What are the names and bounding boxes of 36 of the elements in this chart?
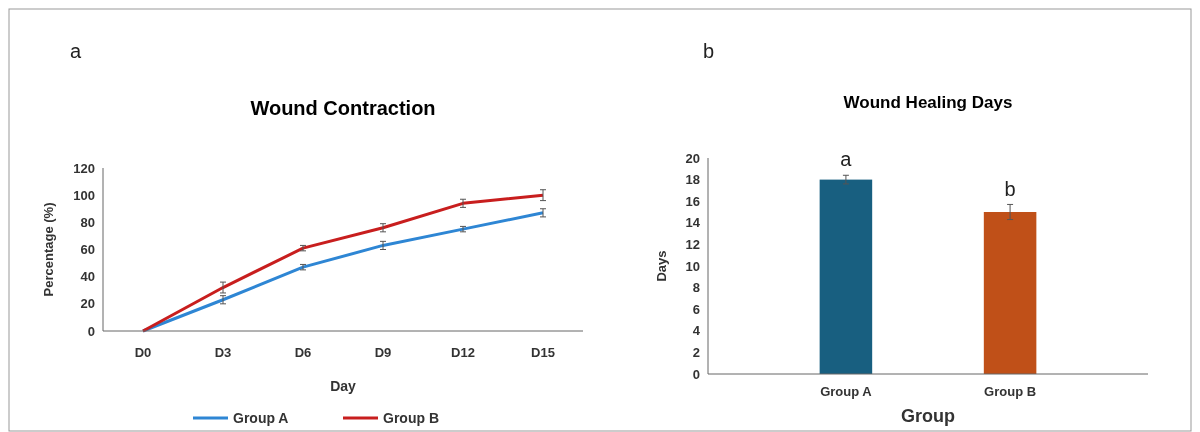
y-tick-label: 12 <box>685 236 700 252</box>
y-tick-label: 20 <box>80 296 95 312</box>
y-tick-label: 10 <box>685 258 700 274</box>
text: a <box>70 40 82 62</box>
x-tick-label: D0 <box>134 345 152 360</box>
y-tick-label: 0 <box>692 366 700 382</box>
legend-label: Group A <box>233 409 289 426</box>
y-tick-label: 60 <box>80 242 95 258</box>
y-tick-label: 40 <box>80 269 95 285</box>
y-tick-label: 6 <box>692 301 700 317</box>
y-tick-label: 80 <box>80 214 95 230</box>
y-tick-label: 100 <box>73 187 95 203</box>
x-tick-label: D6 <box>294 345 312 360</box>
legend-label: Group B <box>383 409 439 426</box>
chart-title: Wound Contraction <box>250 97 436 119</box>
y-tick-label: 8 <box>692 280 700 296</box>
x-tick-label: D3 <box>214 345 232 360</box>
x-tick-label: D12 <box>451 345 475 360</box>
x-tick-label: D9 <box>374 345 392 360</box>
x-axis-title: Group <box>901 406 955 426</box>
x-axis-title: Day <box>330 378 357 394</box>
annotation: a <box>840 148 853 171</box>
y-tick-label: 20 <box>685 150 700 166</box>
y-tick-label: 0 <box>87 323 95 339</box>
y-tick-label: 14 <box>685 215 701 231</box>
y-tick-label: 2 <box>692 344 700 360</box>
y-axis-title: Percentage (%) <box>41 202 56 297</box>
text: b <box>703 40 715 62</box>
y-tick-label: 16 <box>685 193 700 209</box>
chart-title: Wound Healing Days <box>843 93 1013 112</box>
y-tick-label: 120 <box>73 160 95 176</box>
y-axis-title: Days <box>654 250 669 282</box>
x-tick-label: D15 <box>531 345 555 360</box>
annotation: b <box>1004 178 1016 201</box>
y-tick-label: 18 <box>685 172 700 188</box>
y-tick-label: 4 <box>692 323 701 339</box>
